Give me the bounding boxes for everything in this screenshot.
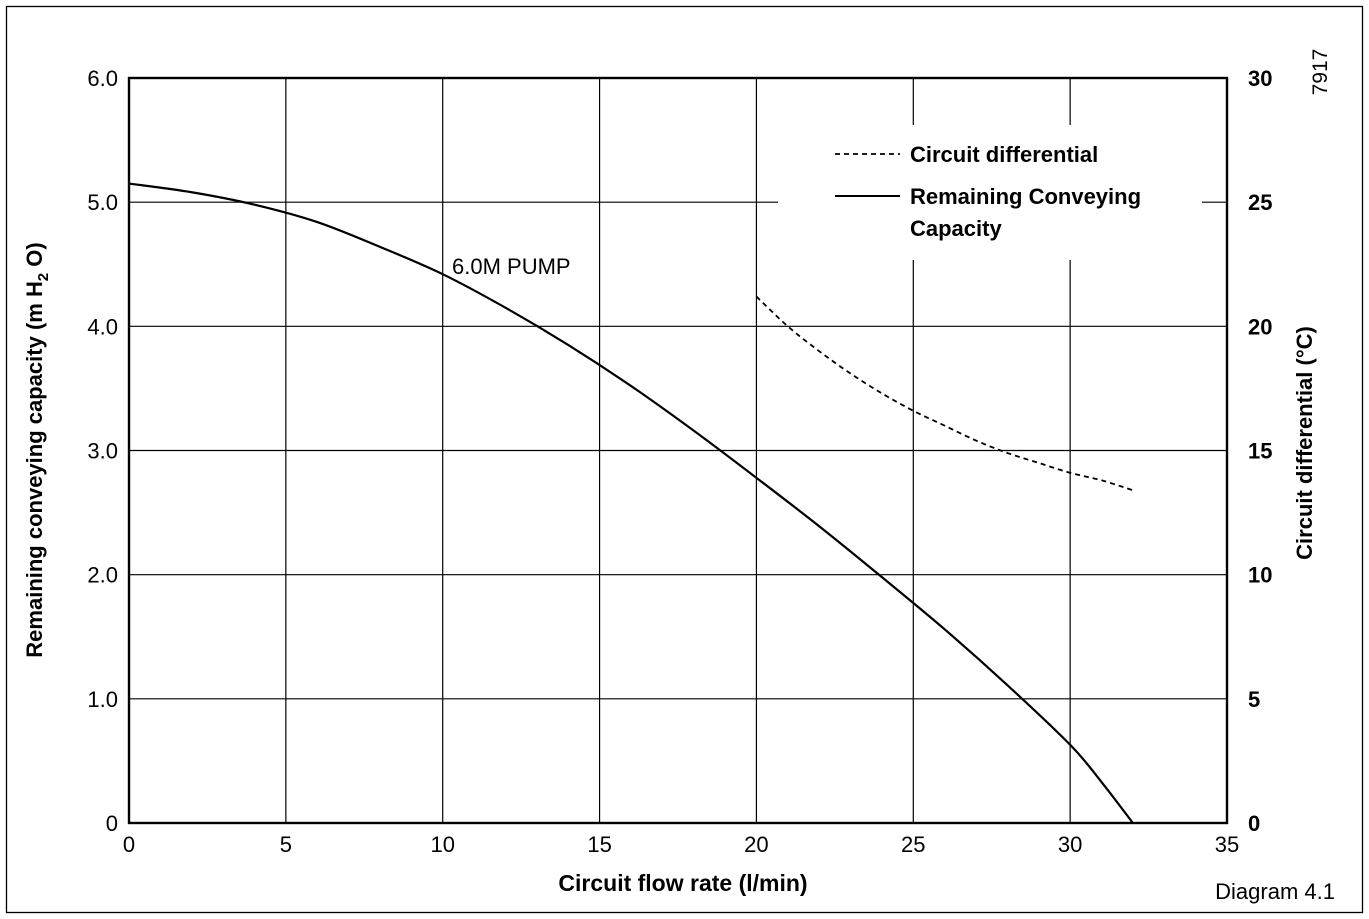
y-right-tick-label: 20 — [1248, 314, 1272, 339]
y-left-label-main: Remaining conveying capacity (m H — [22, 281, 47, 658]
y-left-tick-label: 5.0 — [87, 190, 118, 215]
legend-label-circuit-differential: Circuit differential — [910, 142, 1098, 167]
legend-background — [778, 125, 1202, 260]
x-tick-label: 0 — [123, 832, 135, 857]
diagram-caption: Diagram 4.1 — [1215, 879, 1335, 904]
y-right-tick-labels: 0 5 10 15 20 25 30 — [1248, 66, 1272, 836]
x-tick-label: 35 — [1215, 832, 1239, 857]
y-left-tick-label: 0 — [106, 811, 118, 836]
series-circuit-differential-line — [755, 295, 1134, 492]
legend-label-line2: Capacity — [910, 216, 1002, 241]
y-left-tick-label: 1.0 — [87, 687, 118, 712]
horizontal-gridlines — [129, 201, 1227, 700]
series-layer — [128, 182, 1134, 824]
pump-annotation: 6.0M PUMP — [452, 254, 571, 279]
y-right-tick-label: 5 — [1248, 687, 1260, 712]
x-tick-labels: 0 5 10 15 20 25 30 35 — [123, 832, 1239, 857]
legend: Circuit differential Remaining Conveying… — [835, 142, 1141, 241]
y-right-tick-label: 25 — [1248, 190, 1272, 215]
series-remaining-capacity-line — [128, 182, 1134, 824]
y-right-axis-label: Circuit differential (°C) — [1292, 326, 1317, 560]
y-left-axis-label: Remaining conveying capacity (m H2 O) — [22, 242, 52, 657]
y-left-tick-labels: 0 1.0 2.0 3.0 4.0 5.0 6.0 — [87, 66, 118, 836]
y-right-tick-label: 30 — [1248, 66, 1272, 91]
x-tick-label: 30 — [1058, 832, 1082, 857]
legend-label-line1: Remaining Conveying — [910, 184, 1141, 209]
plot-area — [127, 76, 1229, 825]
x-tick-label: 10 — [430, 832, 454, 857]
y-left-tick-label: 4.0 — [87, 314, 118, 339]
y-left-tick-label: 2.0 — [87, 563, 118, 588]
y-right-tick-label: 10 — [1248, 563, 1272, 588]
y-right-tick-label: 15 — [1248, 439, 1272, 464]
y-left-tick-label: 3.0 — [87, 439, 118, 464]
x-tick-label: 15 — [587, 832, 611, 857]
x-tick-label: 25 — [901, 832, 925, 857]
figure-id: 7917 — [1309, 49, 1332, 96]
y-right-tick-label: 0 — [1248, 811, 1260, 836]
y-left-label-end: O) — [22, 242, 47, 273]
figure-border — [5, 5, 1364, 914]
y-left-tick-label: 6.0 — [87, 66, 118, 91]
y-left-label-subscript: 2 — [35, 273, 52, 281]
legend-label-remaining-capacity: Remaining Conveying Capacity — [910, 184, 1141, 241]
x-axis-label: Circuit flow rate (l/min) — [558, 870, 807, 896]
x-tick-label: 5 — [280, 832, 292, 857]
x-tick-label: 20 — [744, 832, 768, 857]
